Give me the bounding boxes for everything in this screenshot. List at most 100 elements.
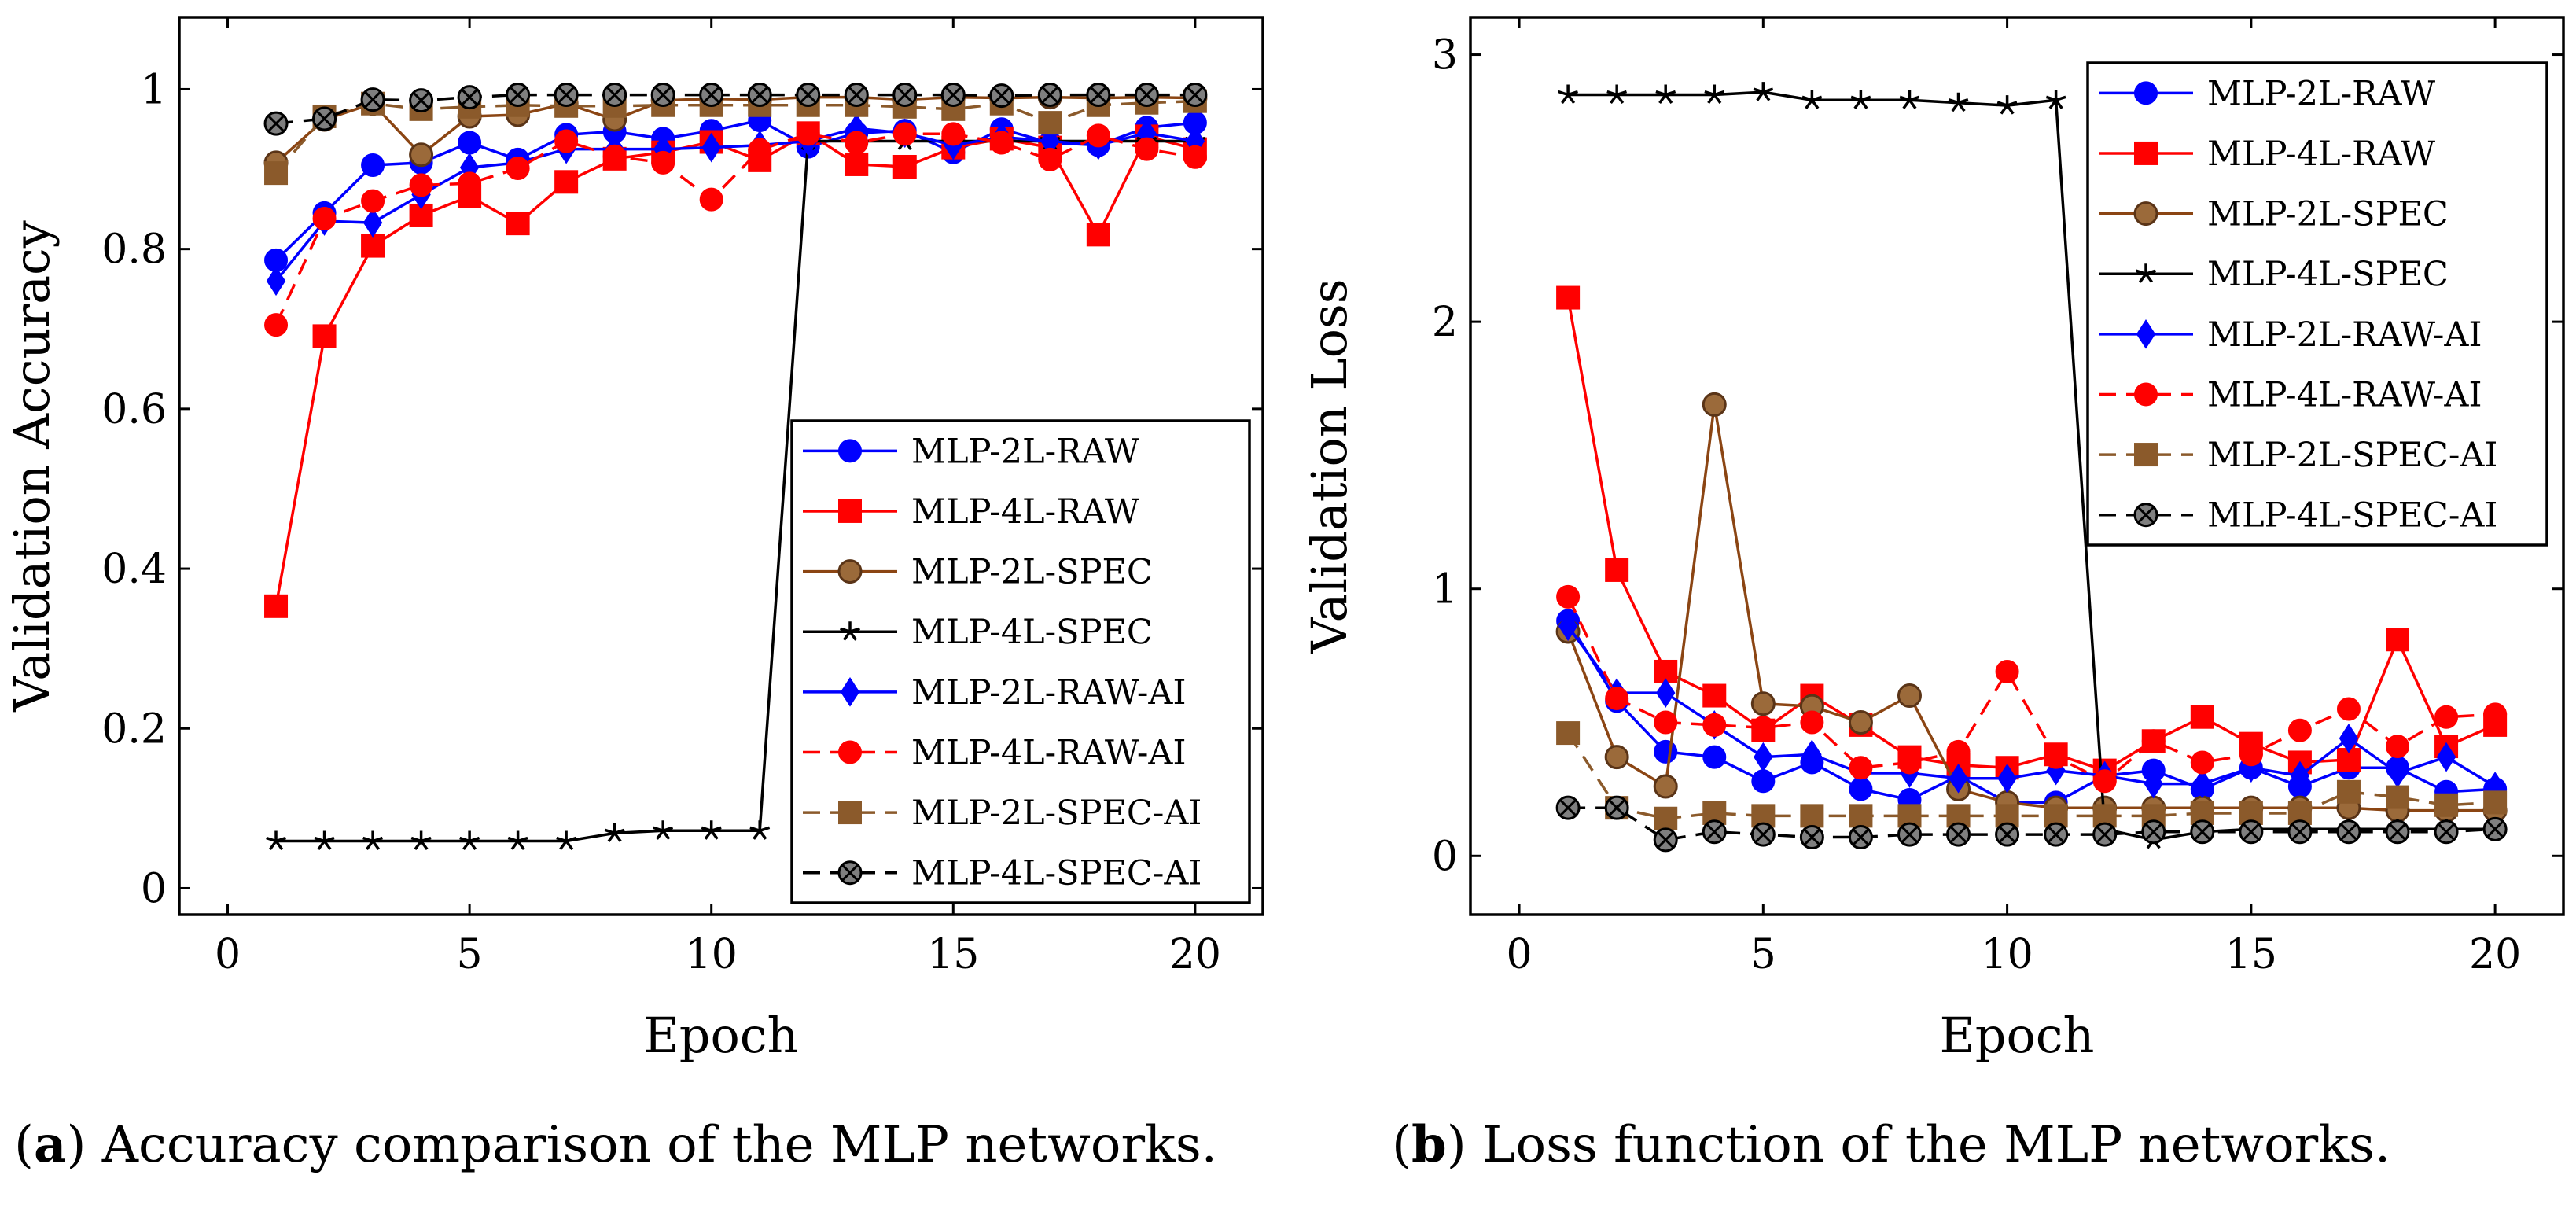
legend-marker <box>2136 319 2156 349</box>
point-mlp-2l-raw-ai <box>1558 611 1578 642</box>
point-mlp-2l-spec-ai <box>1800 804 1824 828</box>
legend-label: MLP-2L-SPEC-AI <box>2207 436 2497 475</box>
point-mlp-4l-raw-ai <box>1800 710 1824 735</box>
legend-label: MLP-4L-SPEC <box>2207 255 2449 294</box>
point-mlp-4l-spec-ai <box>844 83 869 108</box>
point-mlp-4l-raw <box>1605 558 1629 582</box>
legend-label: MLP-4L-SPEC-AI <box>911 854 1202 893</box>
series-mlp-4l-spec-ai <box>1555 795 2508 853</box>
point-mlp-4l-raw-ai <box>1654 710 1678 735</box>
legend-item-mlp-2l-raw: MLP-2L-RAW <box>803 432 1140 471</box>
point-mlp-4l-spec-ai <box>554 83 579 108</box>
series-mlp-4l-raw-ai <box>264 122 1207 337</box>
legend-label: MLP-2L-RAW-AI <box>2207 315 2482 355</box>
point-mlp-4l-spec-ai <box>2092 822 2118 847</box>
point-mlp-4l-raw-ai <box>2287 718 2312 742</box>
point-mlp-4l-raw <box>264 594 289 618</box>
legend-label: MLP-4L-RAW <box>2207 134 2436 174</box>
point-mlp-4l-spec <box>362 830 383 851</box>
point-mlp-4l-spec <box>459 830 480 851</box>
x-axis-label: Epoch <box>1940 1007 2095 1064</box>
point-mlp-2l-raw-ai <box>2144 768 2163 799</box>
point-mlp-2l-raw <box>1751 769 1776 794</box>
point-mlp-4l-raw-ai <box>845 131 869 155</box>
point-mlp-2l-raw-ai <box>1656 678 1676 708</box>
legend-marker <box>2133 201 2158 226</box>
legend-item-mlp-4l-spec: MLP-4L-SPEC <box>2099 255 2449 294</box>
y-tick-label: 0.2 <box>101 705 167 753</box>
legend-item-mlp-4l-spec-ai: MLP-4L-SPEC-AI <box>803 854 1202 893</box>
legend-item-mlp-2l-raw: MLP-2L-RAW <box>2099 74 2436 113</box>
legend-marker <box>838 499 862 523</box>
point-mlp-4l-spec <box>701 820 722 840</box>
point-mlp-2l-spec-ai <box>1556 721 1581 746</box>
point-mlp-4l-spec-ai <box>457 85 482 110</box>
point-mlp-4l-raw-ai <box>1751 716 1776 740</box>
point-mlp-4l-raw <box>845 152 869 176</box>
point-mlp-4l-spec-ai <box>989 83 1014 109</box>
point-mlp-4l-spec <box>410 830 432 851</box>
point-mlp-4l-spec-ai <box>892 83 918 108</box>
legend-label: MLP-2L-RAW <box>911 432 1140 471</box>
x-tick-label: 20 <box>1169 931 1221 978</box>
point-mlp-2l-raw-ai <box>1997 763 2017 794</box>
point-mlp-4l-spec-ai <box>312 106 337 131</box>
point-mlp-2l-raw-ai <box>2339 724 2359 753</box>
point-mlp-4l-raw-ai <box>2190 750 2214 775</box>
legend-marker <box>2134 81 2158 105</box>
legend-marker <box>2134 443 2158 467</box>
legend-label: MLP-4L-RAW <box>911 492 1140 532</box>
point-mlp-2l-raw-ai <box>2192 768 2212 799</box>
x-tick-label: 5 <box>1750 931 1776 978</box>
point-mlp-4l-raw-ai <box>312 207 337 231</box>
point-mlp-4l-spec-ai <box>2385 819 2410 845</box>
point-mlp-4l-spec-ai <box>1848 825 1873 850</box>
point-mlp-2l-raw-ai <box>266 266 286 296</box>
point-mlp-2l-spec-ai <box>1038 111 1062 135</box>
x-tick-label: 0 <box>1507 931 1533 978</box>
legend-label: MLP-4L-RAW-AI <box>911 733 1186 772</box>
legend-label: MLP-2L-SPEC <box>2207 195 2449 234</box>
point-mlp-4l-spec-ai <box>1897 822 1922 847</box>
point-mlp-4l-spec <box>1753 82 1774 101</box>
point-mlp-4l-raw-ai <box>1849 756 1873 780</box>
point-mlp-4l-spec-ai <box>2336 819 2361 845</box>
point-mlp-2l-spec-ai <box>1995 804 2019 828</box>
point-mlp-4l-spec-ai <box>1037 83 1062 108</box>
point-mlp-4l-spec-ai <box>1604 795 1629 820</box>
legend-marker <box>2134 141 2158 165</box>
y-tick-label: 1 <box>1432 566 1458 613</box>
point-mlp-4l-spec-ai <box>360 87 385 112</box>
legend-item-mlp-2l-spec-ai: MLP-2L-SPEC-AI <box>2099 436 2497 475</box>
y-tick-label: 0.4 <box>101 546 167 593</box>
point-mlp-4l-raw <box>361 234 385 258</box>
x-tick-label: 10 <box>1982 931 2033 978</box>
point-mlp-4l-raw-ai <box>989 131 1014 155</box>
point-mlp-2l-spec-ai <box>1946 804 1971 828</box>
point-mlp-4l-raw-ai <box>892 122 917 146</box>
point-mlp-2l-spec <box>1897 683 1922 709</box>
point-mlp-4l-raw-ai <box>1605 686 1629 710</box>
point-mlp-4l-spec-ai <box>2141 819 2166 845</box>
point-mlp-4l-raw-ai <box>1038 147 1062 171</box>
point-mlp-4l-spec <box>1948 92 1969 112</box>
point-mlp-4l-raw <box>554 170 579 194</box>
point-mlp-4l-raw <box>892 154 917 179</box>
point-mlp-4l-raw <box>1086 223 1110 247</box>
y-tick-label: 0 <box>1432 833 1458 880</box>
point-mlp-4l-spec <box>749 820 771 840</box>
point-mlp-4l-raw-ai <box>1946 739 1971 764</box>
point-mlp-2l-spec-ai <box>264 161 289 186</box>
x-tick-label: 15 <box>2225 931 2277 978</box>
legend-item-mlp-2l-raw-ai: MLP-2L-RAW-AI <box>2099 315 2482 355</box>
point-mlp-4l-raw-ai <box>1135 137 1159 161</box>
point-mlp-4l-spec-ai <box>263 111 289 136</box>
point-mlp-4l-spec-ai <box>2044 822 2069 847</box>
point-mlp-4l-spec-ai <box>1555 795 1581 820</box>
point-mlp-2l-spec <box>1750 691 1776 716</box>
point-mlp-4l-spec <box>1850 90 1871 109</box>
legend-marker <box>837 860 863 886</box>
point-mlp-4l-raw-ai <box>2092 769 2117 794</box>
legend-item-mlp-2l-spec-ai: MLP-2L-SPEC-AI <box>803 794 1202 833</box>
